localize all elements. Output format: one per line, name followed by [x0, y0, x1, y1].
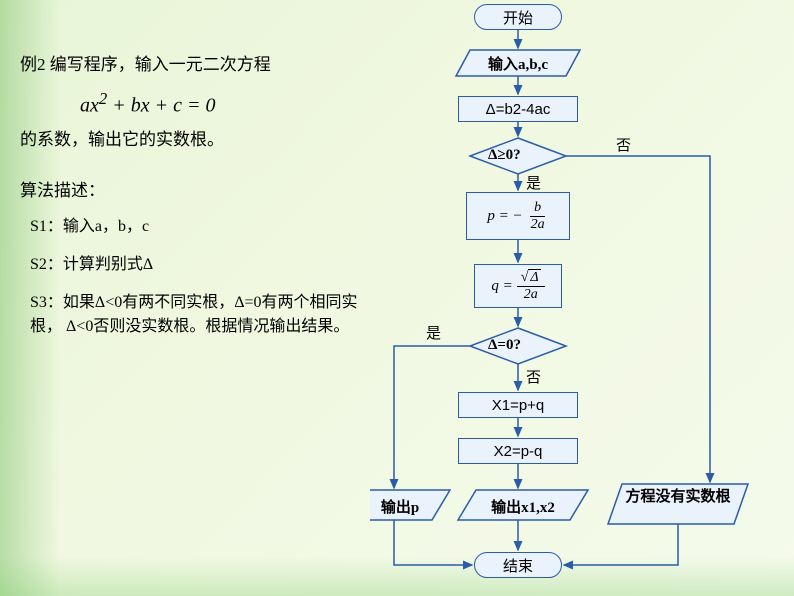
p-frac: b 2a — [527, 200, 549, 232]
q-den: 2a — [520, 287, 542, 302]
node-x1: X1=p+q — [458, 392, 578, 418]
node-p: p = − b 2a — [466, 192, 570, 240]
node-q: q = Δ 2a — [474, 264, 562, 308]
cond1-text: Δ≥0? — [488, 147, 521, 164]
step-s2: S2：计算判别式Δ — [30, 253, 380, 277]
q-left: q = — [491, 278, 512, 295]
label-yes2: 是 — [426, 322, 441, 343]
p-den: 2a — [527, 217, 549, 232]
example-tail: 的系数，输出它的实数根。 — [20, 125, 380, 156]
p-left: p = − — [487, 208, 522, 225]
p-num: b — [530, 200, 545, 216]
node-end: 结束 — [474, 552, 562, 578]
q-num: Δ — [517, 270, 545, 286]
step-s3: S3：如果Δ<0有两不同实根，Δ=0有两个相同实根， Δ<0否则没实数根。根据情… — [30, 291, 380, 339]
example-intro: 例2 编写程序，输入一元二次方程 — [20, 50, 380, 81]
label-no1: 否 — [616, 134, 631, 155]
node-delta: Δ=b2-4ac — [458, 96, 578, 122]
cond2-text: Δ=0? — [488, 337, 521, 354]
label-no2: 否 — [526, 366, 541, 387]
node-x2: X2=p-q — [458, 438, 578, 464]
algo-title: 算法描述： — [20, 176, 380, 201]
step-s1: S1：输入a，b，c — [30, 215, 380, 239]
left-panel: 例2 编写程序，输入一元二次方程 ax2 + bx + c = 0 的系数，输出… — [20, 50, 380, 353]
no-real-text: 方程没有实数根 — [618, 488, 738, 506]
label-yes1: 是 — [526, 172, 541, 193]
out-x-text: 输出x1,x2 — [468, 496, 578, 517]
equation: ax2 + bx + c = 0 — [80, 89, 380, 118]
node-input-text: 输入a,b,c — [456, 53, 580, 74]
out-p-text: 输出p — [360, 496, 440, 517]
q-frac: Δ 2a — [517, 270, 545, 302]
node-start: 开始 — [474, 4, 562, 30]
flowchart: 开始 结束 Δ=b2-4ac p = − b 2a q = Δ 2a X1=p+… — [370, 0, 794, 596]
